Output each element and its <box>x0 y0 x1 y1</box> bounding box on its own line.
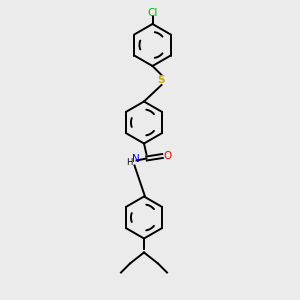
Text: O: O <box>164 151 172 161</box>
Text: S: S <box>158 75 165 85</box>
Text: N: N <box>132 154 140 164</box>
Text: H: H <box>126 158 133 167</box>
Text: Cl: Cl <box>147 8 158 18</box>
